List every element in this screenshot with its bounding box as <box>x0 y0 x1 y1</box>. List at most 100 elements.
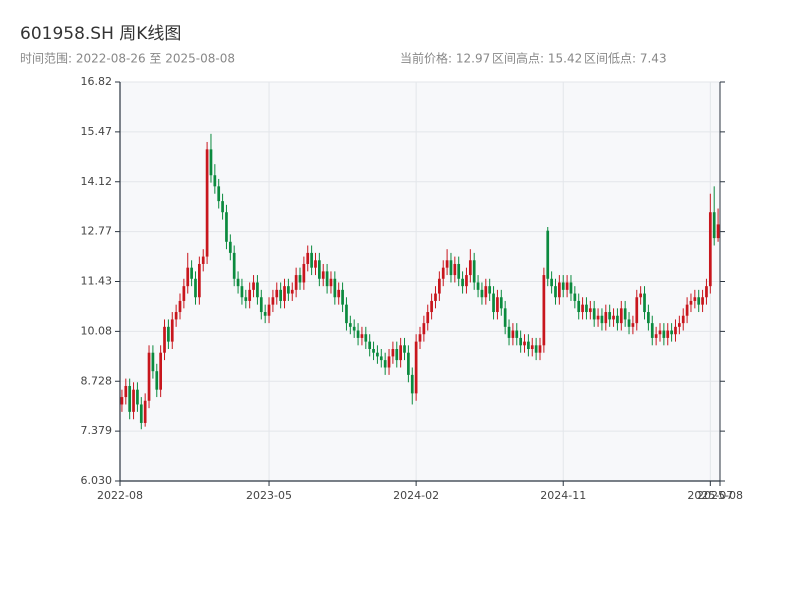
candle-body <box>132 389 135 412</box>
candle-body <box>228 241 232 253</box>
candle-body <box>348 323 352 327</box>
candle-body <box>581 304 584 313</box>
info-price: 当前价格: 12.97 <box>400 51 490 66</box>
x-tick-label: 2022-08 <box>97 489 143 502</box>
candle-body <box>167 326 170 342</box>
candle-body <box>310 252 313 268</box>
candle-body <box>240 286 244 298</box>
candle-body <box>170 319 174 342</box>
candle-body <box>252 282 255 290</box>
candle-body <box>209 149 213 176</box>
candle-body <box>279 289 282 301</box>
info-high: 区间高点: 15.42 <box>492 51 582 66</box>
info-low: 区间低点: 7.43 <box>584 52 667 66</box>
candle-body <box>352 326 356 331</box>
candle-body <box>705 286 708 298</box>
candle-body <box>503 308 507 327</box>
candle-body <box>484 286 488 298</box>
candle-body <box>267 304 271 316</box>
candle-body <box>225 212 228 242</box>
candle-body <box>635 297 639 324</box>
candle-body <box>302 263 306 283</box>
y-tick-label: 10.08 <box>81 324 113 337</box>
candle-body <box>527 341 530 350</box>
candle-body <box>712 212 716 239</box>
y-tick-label: 12.77 <box>81 225 113 238</box>
candle-body <box>565 282 569 290</box>
candle-body <box>561 282 565 290</box>
candle-body <box>422 323 426 335</box>
candle-body <box>519 337 522 346</box>
candle-body <box>693 297 697 301</box>
candle-body <box>186 267 190 287</box>
candle-body <box>345 304 348 324</box>
candle-body <box>674 326 677 335</box>
candle-body <box>643 293 646 313</box>
candle-body <box>356 330 360 338</box>
candle-body <box>476 282 480 290</box>
candle-body <box>600 315 604 324</box>
x-tick-label: 2025-08 <box>697 489 743 502</box>
candle-body <box>283 286 286 301</box>
candle-body <box>457 263 461 279</box>
candle-body <box>616 315 619 324</box>
candle-body <box>623 308 627 320</box>
candle-body <box>461 278 464 287</box>
candle-body <box>198 263 201 298</box>
candle-body <box>511 330 515 338</box>
candle-body <box>271 297 275 305</box>
candle-body <box>333 278 337 298</box>
candle-body <box>201 256 205 264</box>
candle-body <box>573 293 577 301</box>
candle-body <box>248 289 252 301</box>
candle-body <box>708 212 712 287</box>
candle-body <box>387 356 391 368</box>
candle-body <box>294 275 298 290</box>
candle-body <box>546 230 550 279</box>
y-tick-label: 15.47 <box>81 125 113 138</box>
candle-body <box>538 345 542 353</box>
candle-body <box>701 297 704 305</box>
candle-body <box>410 374 414 394</box>
candle-body <box>321 271 325 279</box>
candle-body <box>182 286 186 301</box>
candle-body <box>194 278 197 298</box>
candle-body <box>434 293 437 301</box>
candle-body <box>445 260 449 268</box>
x-tick-label: 2025-07 <box>687 489 733 502</box>
candle-body <box>205 149 209 257</box>
candle-body <box>530 345 534 350</box>
candle-body <box>670 330 673 335</box>
candle-body <box>128 385 132 412</box>
candle-body <box>159 352 162 390</box>
candle-body <box>658 330 662 335</box>
candle-body <box>403 345 406 353</box>
candle-body <box>325 271 329 287</box>
candle-body <box>120 397 124 405</box>
candle-body <box>697 297 701 305</box>
candle-body <box>263 312 267 316</box>
candle-body <box>654 334 658 338</box>
candle-body <box>364 334 368 342</box>
candle-body <box>372 349 375 353</box>
candle-body <box>441 267 445 279</box>
candle-body <box>407 352 410 375</box>
candle-body <box>608 312 612 320</box>
candle-body <box>383 360 387 368</box>
candle-body <box>650 323 654 338</box>
candle-body <box>662 330 666 338</box>
candle-body <box>318 260 321 279</box>
candle-body <box>569 282 573 294</box>
candle-body <box>592 308 596 320</box>
candle-body <box>391 349 395 357</box>
candle-body <box>139 404 143 423</box>
y-tick-label: 14.12 <box>81 175 113 188</box>
candle-body <box>449 260 453 276</box>
candle-body <box>438 278 441 294</box>
x-tick-label: 2024-02 <box>393 489 439 502</box>
candle-body <box>685 304 689 316</box>
candle-body <box>379 356 383 361</box>
candle-body <box>256 282 259 298</box>
y-tick-label: 6.030 <box>81 474 113 487</box>
chart-subtitle: 时间范围: 2022-08-26 至 2025-08-08 <box>20 52 235 66</box>
